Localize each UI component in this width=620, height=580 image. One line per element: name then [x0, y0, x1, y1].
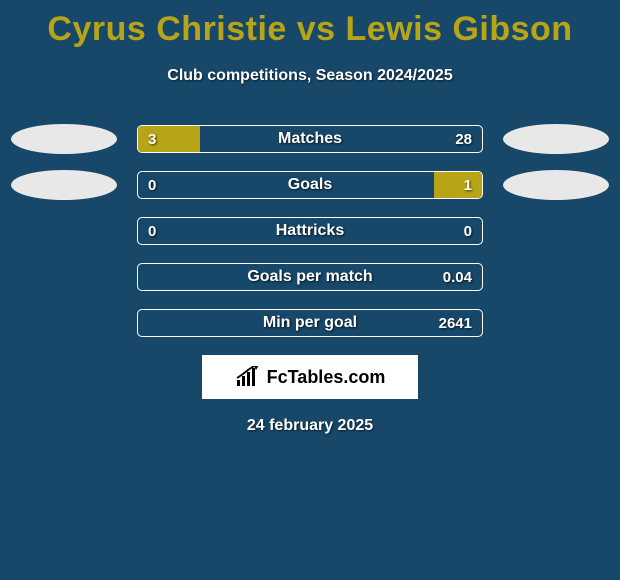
stat-bar: 2641Min per goal — [137, 309, 483, 337]
page-title: Cyrus Christie vs Lewis Gibson — [0, 0, 620, 49]
player-right-marker — [503, 124, 609, 154]
player-left-marker — [11, 170, 117, 200]
logo-text: FcTables.com — [267, 367, 386, 388]
player-left-marker — [11, 124, 117, 154]
stat-bar: 00Hattricks — [137, 217, 483, 245]
stat-row: 328Matches — [0, 125, 620, 153]
stat-row: 0.04Goals per match — [0, 263, 620, 291]
stat-label: Matches — [138, 126, 482, 152]
date-label: 24 february 2025 — [0, 417, 620, 435]
stat-row: 01Goals — [0, 171, 620, 199]
stat-row: 2641Min per goal — [0, 309, 620, 337]
stat-label: Min per goal — [138, 310, 482, 336]
stat-bar: 0.04Goals per match — [137, 263, 483, 291]
stat-label: Goals — [138, 172, 482, 198]
stat-label: Hattricks — [138, 218, 482, 244]
source-logo: FcTables.com — [202, 355, 418, 399]
chart-icon — [235, 366, 261, 388]
comparison-rows: 328Matches 01Goals 00Hattricks 0.04Goals pe… — [0, 125, 620, 337]
player-right-marker — [503, 170, 609, 200]
subtitle: Club competitions, Season 2024/2025 — [0, 67, 620, 85]
stat-row: 00Hattricks — [0, 217, 620, 245]
stat-label: Goals per match — [138, 264, 482, 290]
stat-bar: 328Matches — [137, 125, 483, 153]
stat-bar: 01Goals — [137, 171, 483, 199]
